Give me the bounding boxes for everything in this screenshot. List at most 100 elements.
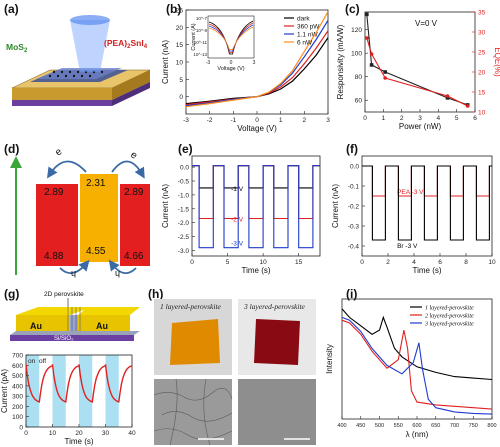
y2-tick-label: 35 bbox=[478, 10, 486, 17]
series-line bbox=[341, 308, 493, 381]
x-tick-label: 550 bbox=[394, 423, 403, 429]
x-tick-label: 6 bbox=[473, 115, 477, 122]
series-line bbox=[185, 11, 329, 108]
x-tick-label: 1 bbox=[279, 117, 283, 124]
x-tick-label: 4 bbox=[437, 115, 441, 122]
data-point bbox=[445, 96, 450, 100]
data-point bbox=[445, 94, 450, 98]
x-tick-label: 0 bbox=[24, 430, 28, 437]
series-annotation: Br -3 V bbox=[397, 243, 418, 250]
x-tick-label: 0 bbox=[363, 115, 367, 122]
x-axis-label: Power (nW) bbox=[399, 122, 442, 131]
panel-f-label: (f) bbox=[346, 142, 358, 156]
x-axis-label: λ (nm) bbox=[406, 430, 429, 439]
device-and-photoresponse-g: 2D perovskite Au Au Si/SiO2 on off 0 10 20 30… bbox=[0, 291, 140, 446]
panel-g: (g) 2D perovskite Au Au Si/SiO2 on off 0 10… bbox=[0, 285, 140, 447]
level-center-top: 2.31 bbox=[86, 178, 106, 189]
y-tick-label: -0.1 bbox=[348, 184, 360, 191]
series-annotation: -2 V bbox=[231, 217, 244, 224]
panel-f: (f) 0 2 4 6 8 10 0.0 -0.1 -0.2 -0.3 -0.4 Time (s) Cu… bbox=[330, 140, 500, 285]
photo-1layer-title: 1 layered-perovskite bbox=[160, 302, 222, 311]
panel-c-label: (c) bbox=[345, 2, 360, 16]
panel-d: (d) 2.89 4.88 2.31 4.55 2.89 4.66 e e h … bbox=[0, 140, 158, 280]
g-au-left: Au bbox=[30, 321, 42, 331]
y-tick-label: -2.5 bbox=[178, 234, 190, 241]
device-schematic-a: MoS2 (PEA)2SnI4 bbox=[6, 15, 151, 106]
orange-film bbox=[170, 319, 220, 365]
x-tick-label: 3 bbox=[418, 115, 422, 122]
series-line bbox=[366, 37, 468, 107]
x-tick-label: 15 bbox=[295, 259, 303, 266]
level-right-top: 2.89 bbox=[124, 187, 144, 198]
y-tick-label: 100 bbox=[12, 414, 23, 421]
y-tick-label: -3.0 bbox=[178, 248, 190, 255]
y-tick-label: 0 bbox=[19, 425, 23, 432]
x-tick-label: 40 bbox=[128, 430, 136, 437]
x-tick-label: 450 bbox=[356, 423, 365, 429]
series-line bbox=[341, 316, 493, 415]
panel-h: (h) 1 layered-perovskite 3 layered-perov… bbox=[140, 285, 318, 447]
iv-chart: -3 -2 -1 0 1 2 3 0 5 10 15 20 25 Voltage (V) Current (… bbox=[161, 8, 330, 134]
series-line bbox=[185, 20, 329, 107]
mos2-label: MoS2 bbox=[6, 42, 28, 54]
y-tick-label: -0.3 bbox=[348, 224, 360, 231]
y-axis-label: Responsivity (mA/W) bbox=[336, 24, 345, 99]
y-tick-label: 200 bbox=[12, 404, 23, 411]
x-tick-label: 20 bbox=[75, 430, 83, 437]
x-tick-label: 10 bbox=[259, 259, 267, 266]
y2-axis-label: EQE(%) bbox=[493, 47, 500, 77]
panel-h-label: (h) bbox=[148, 287, 164, 301]
y-tick-label: 300 bbox=[12, 394, 23, 401]
series-line bbox=[362, 165, 492, 197]
y2-tick-label: 20 bbox=[478, 70, 486, 77]
x-tick-label: 2 bbox=[386, 259, 390, 266]
y-axis-label: Current (nA) bbox=[161, 40, 170, 84]
data-point bbox=[465, 104, 470, 108]
annotation-text: V=0 V bbox=[415, 19, 438, 28]
data-point bbox=[369, 63, 374, 67]
y-tick-label: 0.0 bbox=[180, 165, 189, 172]
x-tick-label: 700 bbox=[450, 423, 459, 429]
series-line bbox=[341, 319, 493, 410]
y-tick-label: 60 bbox=[355, 98, 363, 105]
y-tick-label: 600 bbox=[12, 363, 23, 370]
hole-arrow-right bbox=[108, 259, 137, 274]
center-band bbox=[80, 174, 118, 262]
y-axis-label: Current (pA) bbox=[0, 369, 9, 413]
x-tick-label: -1 bbox=[230, 117, 236, 124]
y2-tick-label: 30 bbox=[478, 30, 486, 37]
inset-y-tick: 10^-11 bbox=[194, 40, 208, 45]
inset-x-label: Voltage (V) bbox=[217, 66, 244, 72]
panel-a-label: (a) bbox=[4, 2, 19, 16]
panel-e: (e) 0 5 10 15 0.0 -0.5 -1.0 -1.5 -2.0 -2.5 -3.0 Tim… bbox=[160, 140, 330, 285]
on-band bbox=[79, 355, 93, 427]
series-line bbox=[362, 165, 492, 241]
x-tick-label: 8 bbox=[464, 259, 468, 266]
series-line bbox=[185, 30, 329, 106]
y-axis-label: Intensity bbox=[325, 344, 334, 374]
pea-snI4-label: (PEA)2SnI4 bbox=[104, 38, 148, 50]
legend-label: 2 layered-perovskite bbox=[425, 314, 474, 320]
switching-chart-f: 0 2 4 6 8 10 0.0 -0.1 -0.2 -0.3 -0.4 Time (s) Curren… bbox=[331, 155, 496, 275]
panel-a: (a) MoS2 (PEA)2SnI4 bbox=[0, 0, 158, 118]
on-band bbox=[52, 355, 66, 427]
g-au-right: Au bbox=[96, 321, 108, 331]
legend-label: dark bbox=[297, 16, 310, 23]
x-axis-label: Time (s) bbox=[412, 266, 441, 275]
series-line bbox=[191, 165, 320, 189]
y2-tick-label: 25 bbox=[478, 50, 486, 57]
inset-series bbox=[208, 24, 254, 52]
inset-y-tick: 10^-9 bbox=[196, 28, 208, 33]
x-tick-label: 4 bbox=[412, 259, 416, 266]
series-annotation: -3 V bbox=[231, 241, 244, 248]
inset-x-tick: 0 bbox=[230, 60, 233, 66]
y-tick-label: 80 bbox=[355, 74, 363, 81]
right-band bbox=[120, 184, 150, 266]
g-substrate-label: Si/SiO2 bbox=[54, 336, 74, 343]
x-tick-label: 2 bbox=[400, 115, 404, 122]
on-band bbox=[26, 355, 40, 427]
x-axis-label: Voltage (V) bbox=[237, 124, 277, 133]
x-tick-label: 400 bbox=[337, 423, 346, 429]
x-tick-label: 5 bbox=[455, 115, 459, 122]
data-point bbox=[365, 12, 369, 17]
